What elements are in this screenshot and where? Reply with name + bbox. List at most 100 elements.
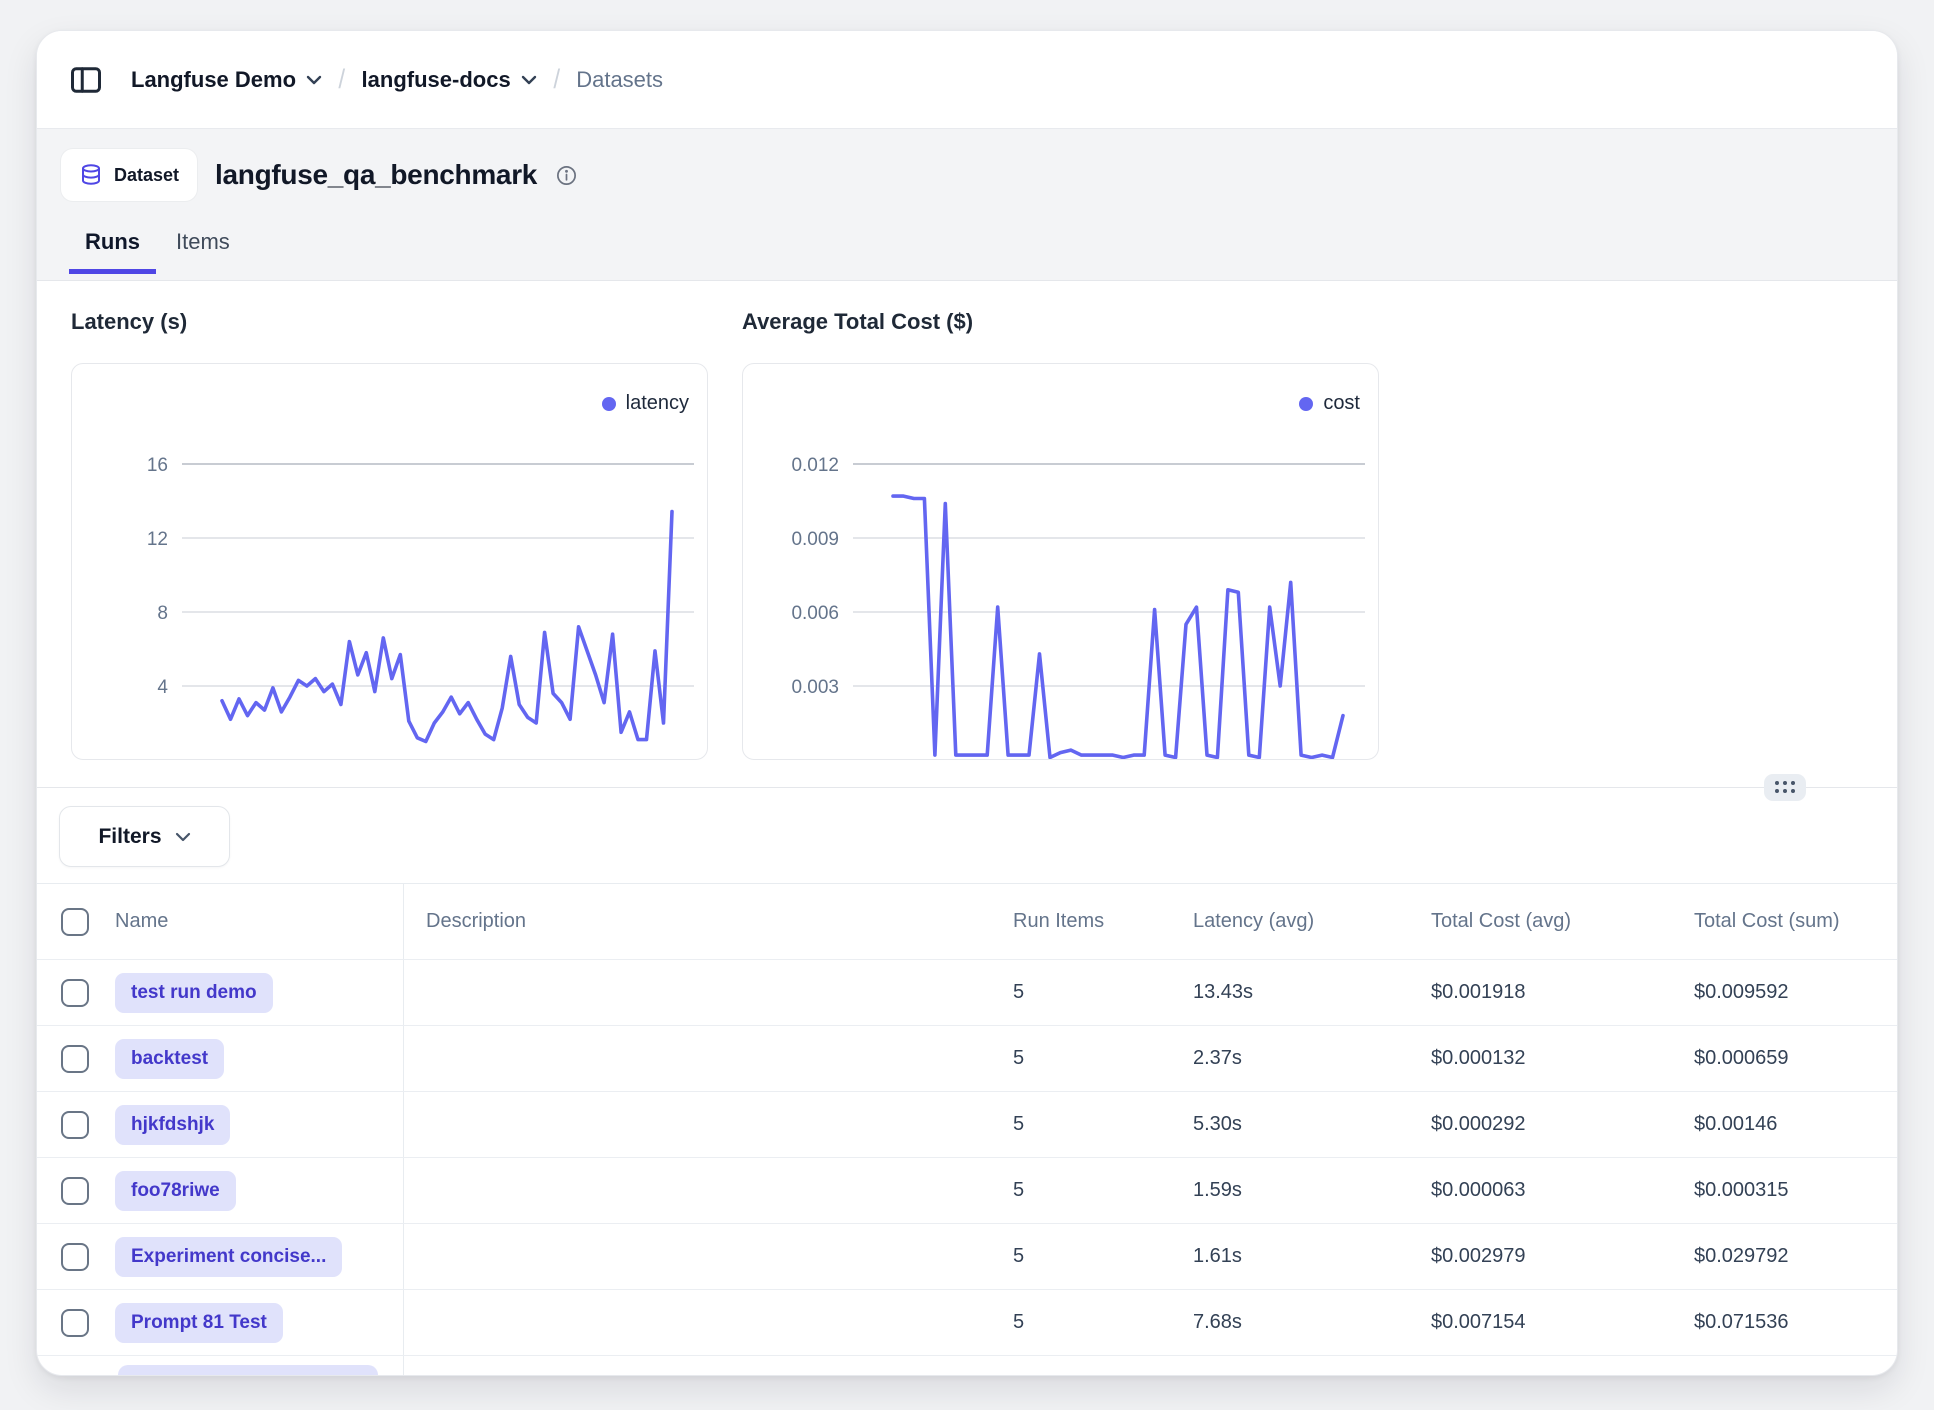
total-cost-sum-cell: $0.071536	[1672, 1290, 1897, 1355]
run-items-cell: 5	[991, 1026, 1171, 1091]
app-window: Langfuse Demo / langfuse-docs / Datasets	[36, 30, 1898, 1376]
total-cost-sum-cell: $0.000315	[1672, 1158, 1897, 1223]
filters-button[interactable]: Filters	[59, 806, 230, 867]
row-checkbox[interactable]	[61, 1309, 89, 1337]
latency-avg-cell: 2.37s	[1171, 1026, 1409, 1091]
tab-runs[interactable]: Runs	[69, 229, 156, 274]
svg-text:0.009: 0.009	[791, 529, 839, 550]
database-icon	[79, 163, 103, 187]
legend-dot-icon	[1299, 397, 1313, 411]
column-header-total-cost-sum: Total Cost (sum)	[1672, 884, 1897, 959]
run-name-badge[interactable]: foo78riwe	[115, 1171, 236, 1211]
latency-chart-card: 16 12 8 4 latency	[71, 363, 708, 760]
svg-text:12: 12	[147, 529, 168, 550]
total-cost-avg-cell: $0.002979	[1409, 1224, 1672, 1289]
top-bar: Langfuse Demo / langfuse-docs / Datasets	[37, 31, 1897, 129]
description-cell	[404, 1224, 991, 1289]
row-checkbox[interactable]	[61, 1243, 89, 1271]
dataset-type-badge: Dataset	[61, 149, 197, 201]
table-row-partial	[37, 1355, 1897, 1376]
svg-text:16: 16	[147, 455, 168, 476]
total-cost-sum-cell: $0.029792	[1672, 1224, 1897, 1289]
cost-chart-card: 0.012 0.009 0.006 0.003 cost	[742, 363, 1379, 760]
description-cell	[404, 1092, 991, 1157]
run-name-badge[interactable]: Experiment concise...	[115, 1237, 342, 1277]
chevron-down-icon	[306, 75, 322, 85]
latency-chart-title: Latency (s)	[71, 307, 708, 337]
description-cell	[404, 1026, 991, 1091]
tab-items[interactable]: Items	[160, 229, 246, 274]
breadcrumb-project-selector[interactable]: langfuse-docs	[362, 67, 537, 93]
run-name-badge[interactable]: test run demo	[115, 973, 273, 1013]
breadcrumb-org-label: Langfuse Demo	[131, 67, 296, 93]
total-cost-sum-cell: $0.000659	[1672, 1026, 1897, 1091]
run-name-badge[interactable]: Prompt 81 Test	[115, 1303, 283, 1343]
select-all-checkbox[interactable]	[61, 908, 89, 936]
total-cost-sum-cell: $0.009592	[1672, 960, 1897, 1025]
svg-text:0.003: 0.003	[791, 677, 839, 698]
table-header-row: Name Description Run Items Latency (avg)…	[37, 884, 1897, 959]
tabs: Runs Items	[69, 229, 1873, 274]
legend-label: latency	[626, 392, 689, 415]
svg-text:0.012: 0.012	[791, 455, 839, 476]
column-header-description: Description	[404, 884, 991, 959]
run-items-cell: 5	[991, 1158, 1171, 1223]
row-checkbox[interactable]	[61, 1045, 89, 1073]
legend-label: cost	[1323, 392, 1360, 415]
cost-chart-title: Average Total Cost ($)	[742, 307, 1379, 337]
breadcrumb-project-label: langfuse-docs	[362, 67, 511, 93]
breadcrumb-page-label: Datasets	[576, 67, 663, 93]
total-cost-avg-cell: $0.000063	[1409, 1158, 1672, 1223]
dataset-title-row: Dataset langfuse_qa_benchmark	[61, 149, 1873, 201]
total-cost-avg-cell: $0.000132	[1409, 1026, 1672, 1091]
column-header-latency-avg: Latency (avg)	[1171, 884, 1409, 959]
run-name-badge	[118, 1365, 378, 1376]
table-row: Prompt 81 Test 5 7.68s $0.007154 $0.0715…	[37, 1289, 1897, 1355]
breadcrumb: Langfuse Demo / langfuse-docs / Datasets	[131, 64, 663, 95]
info-icon[interactable]	[555, 164, 578, 187]
svg-text:8: 8	[157, 603, 168, 624]
run-name-badge[interactable]: hjkfdshjk	[115, 1105, 230, 1145]
run-items-cell: 5	[991, 960, 1171, 1025]
chevron-down-icon	[175, 832, 191, 842]
svg-text:4: 4	[157, 677, 168, 698]
svg-text:0.006: 0.006	[791, 603, 839, 624]
total-cost-avg-cell: $0.001918	[1409, 960, 1672, 1025]
latency-avg-cell: 5.30s	[1171, 1092, 1409, 1157]
latency-legend: latency	[602, 392, 689, 415]
latency-avg-cell: 1.61s	[1171, 1224, 1409, 1289]
cost-chart-group: Average Total Cost ($) 0.0120.0090.0060.…	[742, 307, 1379, 760]
table-row: backtest 5 2.37s $0.000132 $0.000659	[37, 1025, 1897, 1091]
dataset-badge-label: Dataset	[114, 165, 179, 186]
table-row: Experiment concise... 5 1.61s $0.002979 …	[37, 1223, 1897, 1289]
sidebar-toggle-button[interactable]	[65, 59, 107, 101]
runs-table: Name Description Run Items Latency (avg)…	[37, 883, 1897, 1376]
table-row: hjkfdshjk 5 5.30s $0.000292 $0.00146	[37, 1091, 1897, 1157]
run-items-cell: 5	[991, 1224, 1171, 1289]
page-title: langfuse_qa_benchmark	[215, 159, 537, 191]
row-checkbox[interactable]	[61, 1111, 89, 1139]
section-divider	[37, 787, 1897, 788]
latency-avg-cell: 13.43s	[1171, 960, 1409, 1025]
breadcrumb-separator: /	[553, 64, 560, 95]
column-header-run-items: Run Items	[991, 884, 1171, 959]
run-name-badge[interactable]: backtest	[115, 1039, 224, 1079]
breadcrumb-org-selector[interactable]: Langfuse Demo	[131, 67, 322, 93]
table-row: foo78riwe 5 1.59s $0.000063 $0.000315	[37, 1157, 1897, 1223]
cost-legend: cost	[1299, 392, 1360, 415]
latency-chart-group: Latency (s) 16 12 8 4 latency	[71, 307, 708, 760]
description-cell	[404, 960, 991, 1025]
row-checkbox[interactable]	[61, 1177, 89, 1205]
total-cost-avg-cell: $0.000292	[1409, 1092, 1672, 1157]
table-row: test run demo 5 13.43s $0.001918 $0.0095…	[37, 959, 1897, 1025]
run-items-cell: 5	[991, 1092, 1171, 1157]
section-resize-handle[interactable]	[1764, 774, 1806, 801]
grip-dots-icon	[1775, 781, 1796, 794]
total-cost-sum-cell: $0.00146	[1672, 1092, 1897, 1157]
row-checkbox[interactable]	[61, 979, 89, 1007]
latency-plot: 16 12 8 4	[72, 364, 708, 760]
legend-dot-icon	[602, 397, 616, 411]
column-header-name: Name	[37, 884, 404, 959]
latency-avg-cell: 1.59s	[1171, 1158, 1409, 1223]
run-items-cell: 5	[991, 1290, 1171, 1355]
